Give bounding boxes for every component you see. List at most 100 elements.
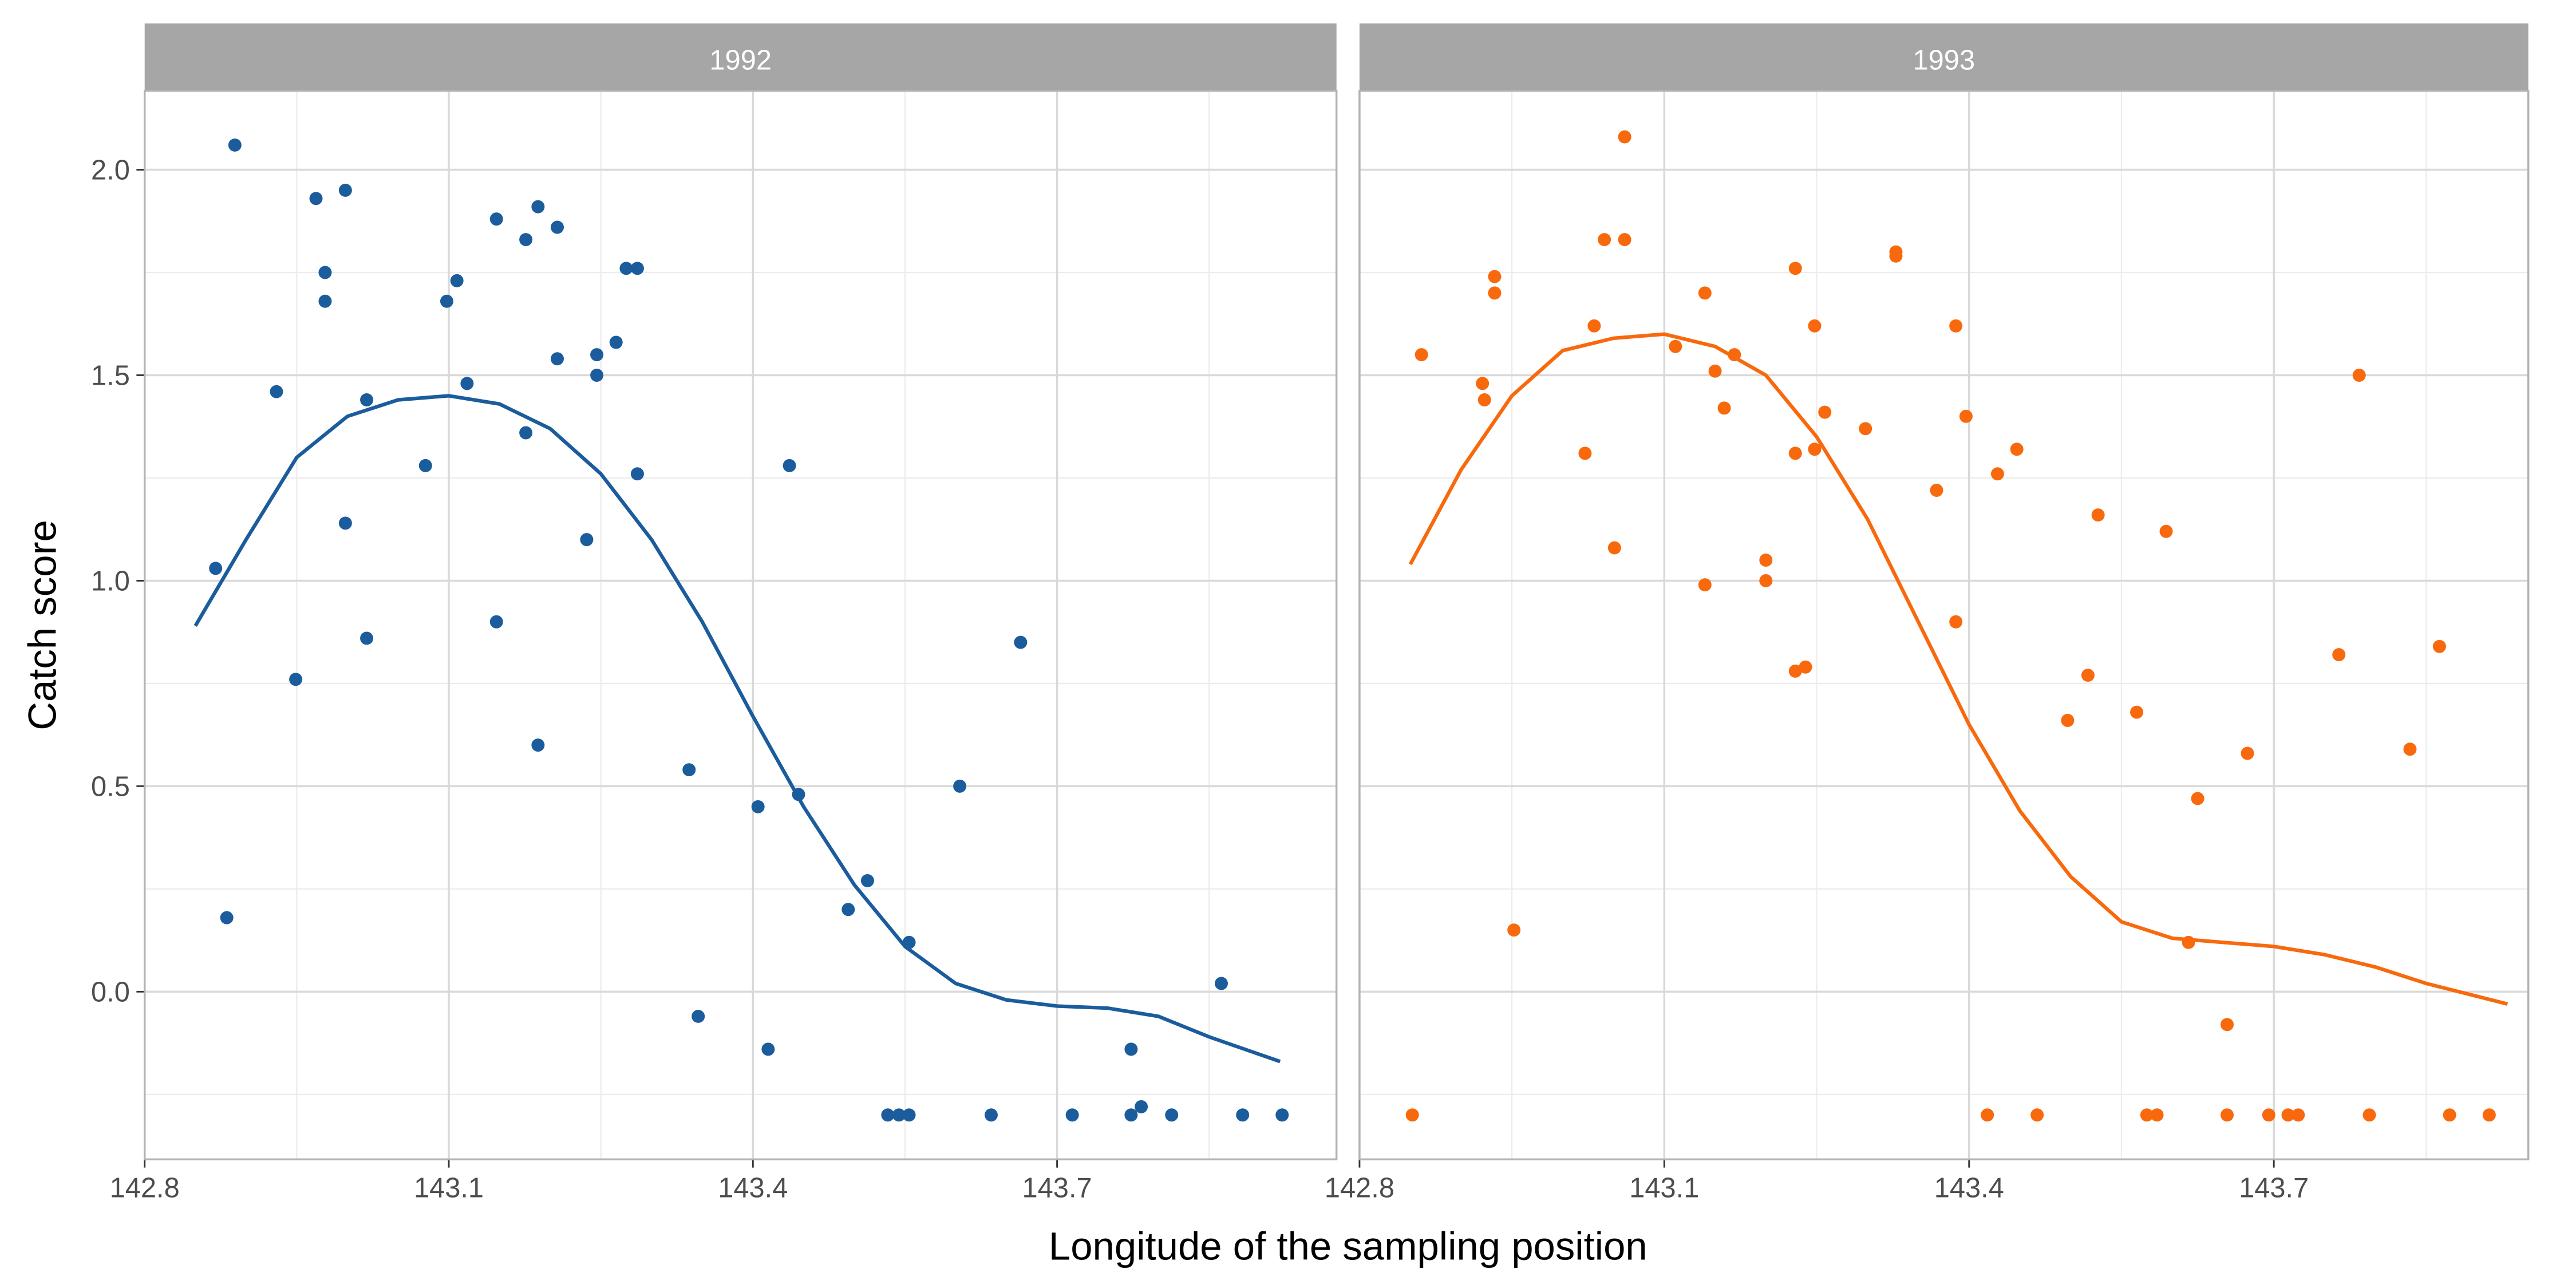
data-point xyxy=(1618,233,1631,247)
data-point xyxy=(1215,977,1228,990)
y-axis-title: Catch score xyxy=(21,520,65,730)
data-point xyxy=(902,1108,916,1122)
data-point xyxy=(418,459,432,472)
y-tick-label: 1.5 xyxy=(91,361,130,392)
data-point xyxy=(2281,1108,2295,1122)
x-tick-label: 143.4 xyxy=(1934,1172,2004,1203)
data-point xyxy=(881,1108,895,1122)
facet-strip-label: 1993 xyxy=(1913,45,1976,76)
data-point xyxy=(318,294,332,308)
data-point xyxy=(1698,286,1712,300)
x-axis-title: Longitude of the sampling position xyxy=(1049,1224,1647,1268)
data-point xyxy=(1275,1108,1289,1122)
y-tick-label: 2.0 xyxy=(91,155,130,186)
data-point xyxy=(1578,447,1592,460)
y-tick-label: 1.0 xyxy=(91,566,130,597)
data-point xyxy=(360,393,374,407)
data-point xyxy=(630,262,644,275)
data-point xyxy=(489,615,503,629)
data-point xyxy=(892,1108,906,1122)
data-point xyxy=(1981,1108,1994,1122)
data-point xyxy=(2130,705,2144,719)
y-tick-label: 0.5 xyxy=(91,772,130,803)
data-point xyxy=(1788,262,1802,275)
data-point xyxy=(2352,368,2366,382)
data-point xyxy=(1808,442,1822,456)
data-point xyxy=(551,220,564,234)
y-tick-label: 0.0 xyxy=(91,977,130,1008)
data-point xyxy=(860,874,874,888)
data-point xyxy=(1476,377,1490,390)
data-point xyxy=(228,138,242,152)
panel-border xyxy=(143,89,1338,1161)
data-point xyxy=(1598,233,1611,247)
data-point xyxy=(209,562,223,575)
data-point xyxy=(1065,1108,1079,1122)
data-point xyxy=(220,911,234,924)
data-point xyxy=(1415,348,1428,362)
data-point xyxy=(1607,541,1621,555)
data-point xyxy=(1949,319,1963,333)
data-point xyxy=(2150,1108,2164,1122)
data-point xyxy=(2140,1108,2154,1122)
data-point xyxy=(1788,447,1802,460)
data-point xyxy=(1759,574,1773,587)
data-point xyxy=(1708,364,1722,378)
data-point xyxy=(1236,1108,1250,1122)
data-point xyxy=(1488,286,1502,300)
data-point xyxy=(2081,669,2095,682)
data-point xyxy=(630,467,644,481)
data-point xyxy=(1959,409,1973,423)
data-point xyxy=(1759,554,1773,567)
data-point xyxy=(531,738,545,752)
data-point xyxy=(1818,405,1832,419)
data-point xyxy=(682,763,696,777)
data-point xyxy=(338,516,352,530)
data-point xyxy=(1135,1100,1148,1113)
data-point xyxy=(2010,442,2024,456)
facet-strip-label: 1992 xyxy=(709,45,772,76)
data-point xyxy=(1788,664,1802,678)
data-point xyxy=(1124,1042,1138,1056)
x-tick-label: 143.7 xyxy=(2239,1172,2309,1203)
data-point xyxy=(1507,923,1521,937)
data-point xyxy=(519,233,533,247)
data-point xyxy=(531,200,545,214)
data-point xyxy=(450,274,464,287)
data-point xyxy=(1587,319,1601,333)
data-point xyxy=(953,779,967,793)
data-point xyxy=(318,266,332,279)
facet-panel-1993: 1993 142.8 143.1 143.4 143.7 xyxy=(1325,23,2530,1203)
data-point xyxy=(580,533,594,547)
data-point xyxy=(1717,401,1731,415)
data-point xyxy=(489,212,503,226)
data-point xyxy=(2332,648,2346,662)
data-point xyxy=(1669,339,1682,353)
x-tick-label: 143.4 xyxy=(718,1172,788,1203)
smooth-line xyxy=(193,394,1281,1064)
data-point xyxy=(338,183,352,197)
data-point xyxy=(841,903,855,916)
data-point xyxy=(1014,635,1028,649)
data-point xyxy=(360,631,374,645)
data-point xyxy=(590,348,604,362)
data-point xyxy=(309,192,323,206)
data-point xyxy=(2091,508,2105,522)
facet-strip xyxy=(1359,23,2528,91)
data-point xyxy=(519,426,533,440)
data-point xyxy=(985,1108,998,1122)
data-point xyxy=(692,1009,705,1023)
panel-border xyxy=(1358,89,2530,1161)
smooth-line xyxy=(1408,332,2508,1006)
data-point xyxy=(2221,1018,2234,1032)
data-point xyxy=(1488,270,1502,283)
x-tick-label: 142.8 xyxy=(1325,1172,1394,1203)
data-point xyxy=(551,352,564,366)
x-tick-label: 142.8 xyxy=(110,1172,180,1203)
data-point xyxy=(1990,467,2004,481)
data-point xyxy=(2443,1108,2456,1122)
data-point xyxy=(2241,746,2254,760)
data-point xyxy=(2191,792,2204,805)
data-point xyxy=(440,294,453,308)
x-tick-label: 143.7 xyxy=(1022,1172,1092,1203)
